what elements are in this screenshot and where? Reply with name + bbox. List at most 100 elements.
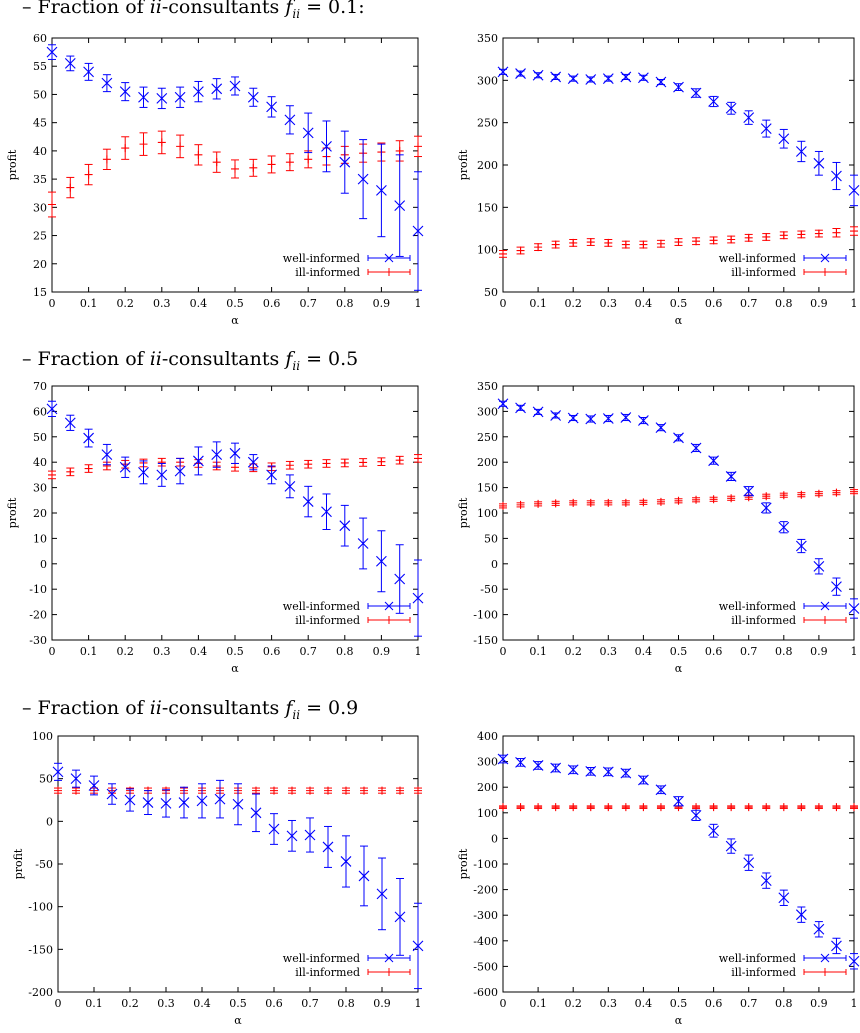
data-point [779,491,788,500]
data-point [378,786,386,795]
heading-mid: -consultants [161,0,286,18]
x-tick-label: 0.6 [705,297,723,310]
y-tick-label: -150 [28,943,53,956]
data-point [690,809,702,821]
y-tick-label: 45 [33,117,47,130]
x-tick-label: 0.1 [529,997,547,1010]
data-point [620,71,632,83]
y-tick-label: 50 [484,286,498,299]
heading-mid: -consultants [161,697,286,719]
data-point [394,200,406,212]
data-point [70,773,82,785]
data-point [499,249,507,258]
legend-marker [820,601,830,611]
data-point [692,237,701,246]
x-tick-label: 0.7 [740,997,758,1010]
heading-f05: – Fraction of ii-consultants fii = 0.5 [22,348,358,373]
data-point [515,402,526,414]
data-point [193,86,204,98]
data-point [674,496,683,505]
data-point [395,146,404,155]
data-point [673,432,684,444]
x-tick-label: 0.8 [775,645,793,658]
data-point [639,240,648,249]
x-tick-label: 0.2 [116,297,134,310]
data-point [621,498,630,507]
y-tick-label: 10 [33,532,47,545]
data-point [83,432,94,444]
data-point [360,786,368,795]
data-point [813,157,825,169]
y-tick-label: 25 [33,230,47,243]
data-point [285,461,294,470]
data-point [322,841,334,853]
data-point [231,164,239,173]
legend-label: ill-informed [295,966,360,979]
x-tick-label: 0.5 [229,997,247,1010]
chart-f01-left: 15 20 25 30 35 40 45 50 55 60 0 0.1 0.2 0.3 0.4 0.5 0.6 0… [6,32,424,327]
heading-rest: = 0.1: [300,0,365,18]
heading-prefix: – Fraction of [22,0,150,18]
heading-f09: – Fraction of ii-consultants fii = 0.9 [22,697,358,722]
x-tick-label: 1 [415,297,422,310]
data-point [848,185,860,196]
data-point [229,447,241,459]
x-tick-label: 0.4 [193,997,211,1010]
data-point [339,520,351,532]
data-point [744,803,753,812]
legend-label: ill-informed [731,266,796,279]
x-tick-label: 0.8 [775,997,793,1010]
data-point [357,538,369,549]
x-tick-label: 0 [49,645,56,658]
data-point [850,227,858,236]
x-tick-label: 0.8 [336,297,354,310]
data-point [321,140,332,152]
data-point [850,803,858,812]
data-point [550,762,562,774]
x-tick-label: 0.7 [740,645,758,658]
data-point [142,797,154,808]
data-point [779,803,788,812]
data-point [322,459,331,468]
y-tick-label: 0 [40,558,47,571]
y-tick-label: 100 [477,507,498,520]
x-tick-label: 0.7 [740,297,758,310]
x-tick-label: 0.5 [226,645,244,658]
x-tick-label: 0.9 [373,297,391,310]
data-point [602,766,614,778]
data-point [638,774,649,786]
legend-marker [384,601,394,611]
data-point [620,767,632,779]
y-tick-label: 40 [33,456,47,469]
x-tick-label: 0.5 [670,645,688,658]
data-point [797,490,806,499]
data-point [376,185,387,196]
data-point [101,449,113,460]
x-tick-label: 0.7 [299,645,317,658]
data-point [848,603,860,614]
data-point [709,495,718,504]
y-tick-label: 40 [33,145,47,158]
data-point [569,238,578,247]
x-tick-label: 0.1 [80,297,98,310]
data-point [266,469,277,481]
x-tick-label: 0.4 [635,297,653,310]
data-point [340,856,352,867]
data-point [708,825,719,837]
y-tick-label: 300 [477,405,498,418]
data-point [266,101,277,113]
data-point [414,142,422,151]
data-point [284,480,296,492]
data-point [797,803,806,812]
y-tick-label: -400 [473,935,498,948]
x-tick-label: 0.1 [85,997,103,1010]
y-tick-label: 400 [477,730,498,743]
data-point [267,160,276,169]
data-point [66,467,75,476]
data-point [516,803,525,812]
y-tick-label: 250 [477,117,498,130]
y-tick-label: 300 [477,74,498,87]
data-point [121,144,130,153]
data-point [304,155,313,164]
data-point [412,940,424,952]
